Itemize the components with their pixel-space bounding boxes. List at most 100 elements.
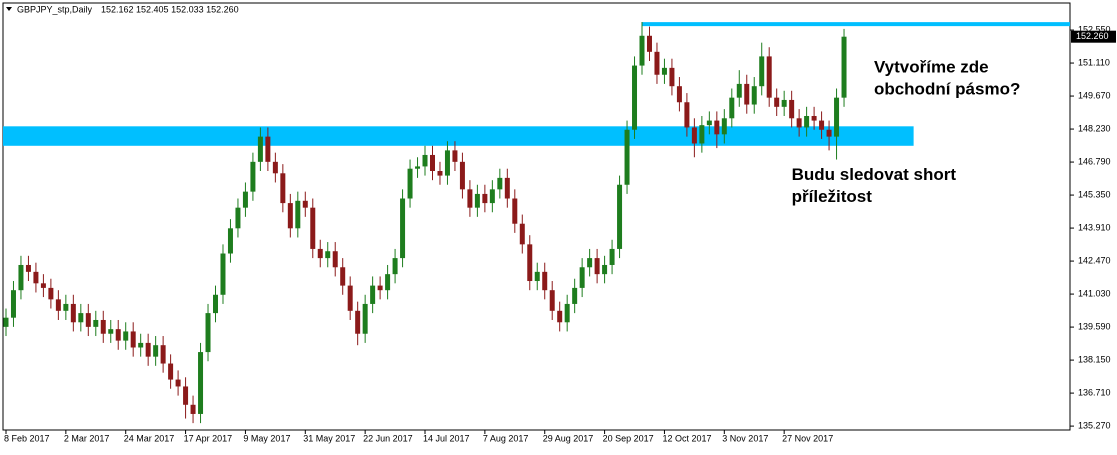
candle xyxy=(93,310,99,337)
candle-body xyxy=(549,290,555,311)
y-tick-label: 148.230 xyxy=(1078,123,1111,133)
candle-body xyxy=(183,386,189,405)
candle xyxy=(676,77,682,112)
candle xyxy=(63,294,69,320)
candle-body xyxy=(407,168,413,199)
candle xyxy=(70,294,76,332)
candle-body xyxy=(160,345,166,364)
candle-body xyxy=(654,51,660,75)
candle xyxy=(18,255,24,300)
candle-body xyxy=(504,177,510,199)
candle xyxy=(497,168,503,199)
candle xyxy=(325,242,331,268)
annotation: Budu sledovat short xyxy=(792,165,957,184)
candle-body xyxy=(235,207,241,229)
candle xyxy=(407,159,413,208)
x-tick-label: 2 Mar 2017 xyxy=(64,433,110,443)
candle-body xyxy=(175,379,181,387)
candle-body xyxy=(661,67,667,75)
candle xyxy=(744,74,750,114)
y-tick-label: 151.110 xyxy=(1078,57,1110,67)
candle-body xyxy=(18,264,24,291)
candle xyxy=(504,168,510,208)
candle xyxy=(355,301,361,346)
candle-body xyxy=(557,310,563,323)
candle-body xyxy=(40,283,46,288)
candle xyxy=(714,111,720,149)
candle xyxy=(317,239,323,268)
candle xyxy=(527,235,533,291)
x-tick-label: 17 Apr 2017 xyxy=(184,433,233,443)
candle xyxy=(175,370,181,396)
candle-body xyxy=(489,189,495,204)
candle xyxy=(617,175,623,259)
x-tick-label: 12 Oct 2017 xyxy=(662,433,711,443)
candle xyxy=(579,258,585,298)
candle-body xyxy=(834,97,840,137)
y-tick-label: 146.790 xyxy=(1078,156,1111,166)
y-tick-label: 149.670 xyxy=(1078,90,1111,100)
candle xyxy=(594,248,600,284)
candle-body xyxy=(639,35,645,66)
candle-body xyxy=(579,267,585,288)
candle-body xyxy=(542,271,548,291)
candle xyxy=(781,90,787,116)
candle-body xyxy=(804,115,810,128)
candle xyxy=(392,248,398,284)
x-tick-label: 20 Sep 2017 xyxy=(603,433,654,443)
candle xyxy=(145,333,151,366)
candle xyxy=(534,262,540,291)
candle xyxy=(759,42,765,96)
candle-body xyxy=(145,342,151,357)
x-tick-label: 27 Nov 2017 xyxy=(782,433,833,443)
candle-body xyxy=(751,86,757,105)
candle-body xyxy=(100,319,106,334)
candle-body xyxy=(272,161,278,174)
candle xyxy=(766,47,772,107)
candle-body xyxy=(512,198,518,224)
x-tick-label: 9 May 2017 xyxy=(243,433,290,443)
candle xyxy=(25,255,31,282)
candle-body xyxy=(392,258,398,275)
candle-body xyxy=(355,310,361,334)
candle-body xyxy=(684,102,690,128)
candle-body xyxy=(362,303,368,334)
candle xyxy=(661,58,667,84)
candle xyxy=(669,58,675,96)
candle-body xyxy=(572,287,578,304)
candle xyxy=(774,88,780,116)
candle-body xyxy=(33,271,39,284)
candle xyxy=(123,322,129,350)
candle-body xyxy=(841,36,847,98)
candle xyxy=(811,106,817,130)
candle-body xyxy=(602,264,608,275)
candle-body xyxy=(474,193,480,208)
candle-body xyxy=(437,171,443,176)
candle xyxy=(519,214,525,254)
candle-body xyxy=(370,285,376,304)
candle xyxy=(153,336,159,366)
candle xyxy=(3,308,9,337)
candle-body xyxy=(527,244,533,282)
candle-body xyxy=(497,177,503,190)
candle xyxy=(632,56,638,139)
annotation: příležitost xyxy=(792,187,873,206)
candle-body xyxy=(280,173,286,204)
candle-body xyxy=(325,251,331,259)
candle xyxy=(33,262,39,293)
candle xyxy=(40,274,46,298)
candle xyxy=(415,157,421,178)
candle xyxy=(250,152,256,201)
candle-body xyxy=(250,161,256,192)
candle xyxy=(542,262,548,300)
candle xyxy=(706,111,712,135)
annotation: Vytvoříme zde xyxy=(874,57,989,76)
plot-frame xyxy=(2,2,1071,431)
candle xyxy=(10,281,16,327)
candle xyxy=(400,189,406,268)
candle-body xyxy=(70,303,76,323)
candle-body xyxy=(48,287,54,300)
x-tick-label: 14 Jul 2017 xyxy=(423,433,470,443)
candle xyxy=(205,303,211,362)
candle xyxy=(183,377,189,419)
